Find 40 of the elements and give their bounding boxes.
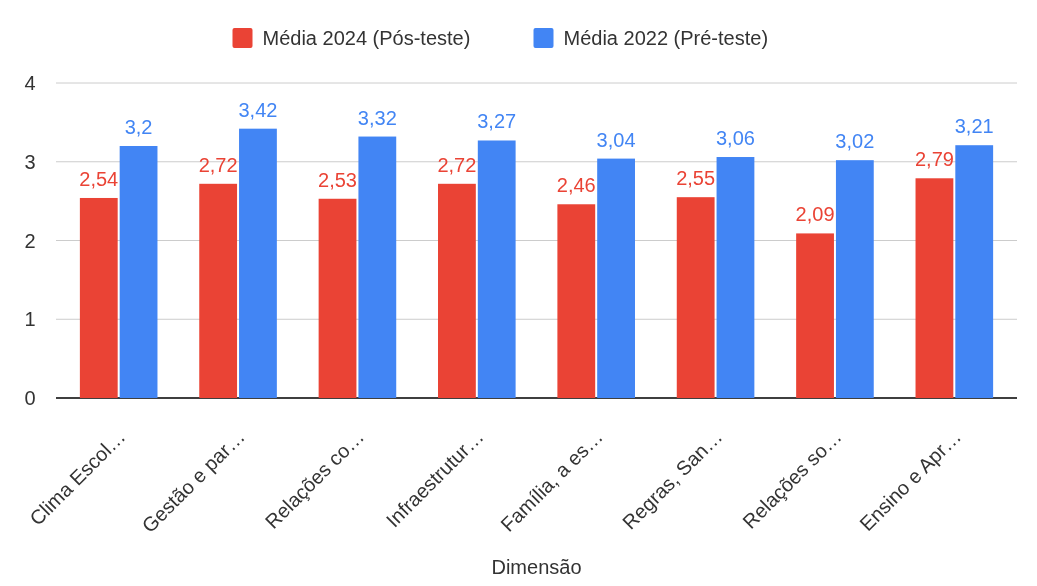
- legend-label: Média 2024 (Pós-teste): [262, 27, 471, 49]
- data-label: 3,27: [477, 110, 517, 133]
- bar: [835, 160, 874, 398]
- bar: [557, 204, 596, 398]
- data-label: 2,79: [914, 148, 954, 171]
- data-label: 2,53: [318, 168, 357, 191]
- data-label: 3,02: [835, 130, 875, 153]
- y-tick-label: 1: [24, 308, 36, 331]
- y-tick-label: 3: [24, 150, 36, 173]
- bar: [597, 158, 635, 398]
- data-label: 3,2: [124, 116, 153, 138]
- y-tick-label: 4: [24, 72, 36, 94]
- bar: [716, 157, 755, 398]
- data-label: 3,21: [954, 115, 994, 138]
- bar: [79, 197, 118, 398]
- bar: [955, 145, 994, 398]
- bar: [438, 183, 476, 398]
- bar: [915, 178, 954, 398]
- bar: [199, 183, 238, 398]
- data-label: 2,55: [676, 167, 716, 190]
- data-label: 2,72: [437, 153, 477, 176]
- y-tick-label: 0: [24, 387, 36, 409]
- bar: [358, 136, 397, 398]
- bar: [796, 233, 834, 398]
- data-label: 3,32: [357, 106, 397, 129]
- bar: [119, 146, 158, 398]
- data-label: 2,54: [79, 167, 119, 190]
- data-label: 2,09: [795, 203, 835, 226]
- y-tick-label: 2: [24, 229, 36, 252]
- bar: [477, 140, 516, 398]
- x-axis-title: Dimensão: [491, 556, 582, 578]
- data-label: 2,46: [556, 174, 596, 197]
- data-label: 3,06: [716, 127, 755, 150]
- data-label: 3,42: [238, 98, 278, 121]
- bar: [676, 197, 715, 398]
- data-label: 2,72: [198, 153, 238, 176]
- legend-label: Média 2022 (Pré-teste): [563, 27, 769, 49]
- bar: [239, 128, 277, 398]
- bar: [318, 198, 357, 398]
- data-label: 3,04: [596, 128, 636, 151]
